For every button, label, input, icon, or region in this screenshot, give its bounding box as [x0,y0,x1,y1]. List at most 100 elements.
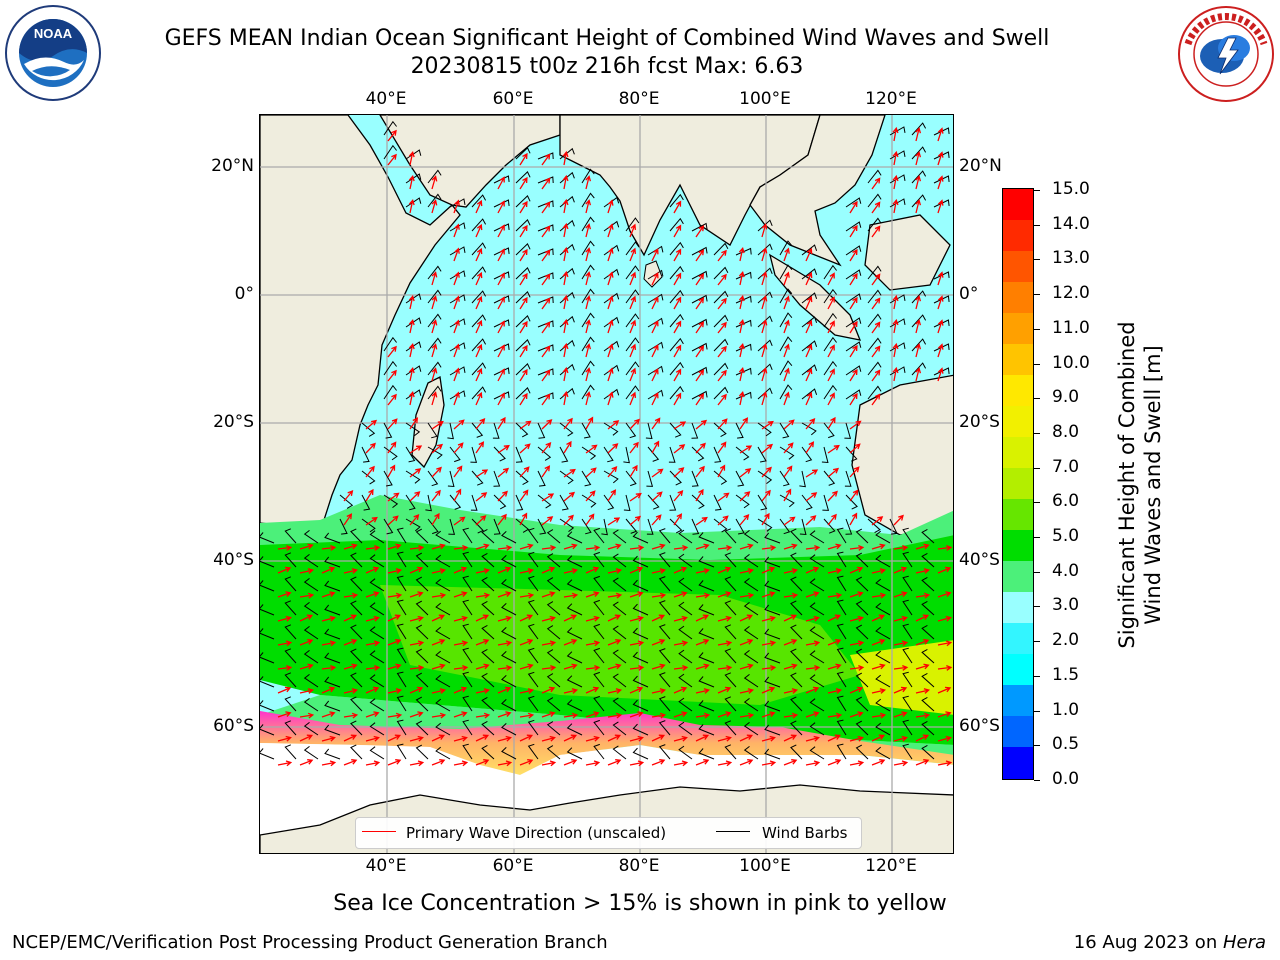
wind-barb [691,342,708,352]
wind-barb [668,446,676,463]
wind-barb [836,647,847,664]
wind-barb [691,318,708,328]
colorbar-tick-mark [1034,780,1040,781]
wind-barb [821,446,829,464]
wave-direction-arrow [387,734,402,742]
wave-direction-arrow [717,735,732,742]
wind-barb [933,295,950,304]
wave-direction-arrow [915,343,922,358]
wind-barb [471,218,487,232]
wind-barb [537,200,554,208]
wave-direction-arrow [277,664,293,671]
wind-barb [449,270,466,280]
land-borneo [864,214,951,291]
wind-barb [779,422,790,439]
wave-direction-arrow [673,248,682,262]
wind-barb [632,723,649,736]
wind-barb [515,195,531,208]
wave-direction-arrow [343,568,359,574]
wind-barb [669,361,684,376]
land-africa [260,115,461,528]
wave-direction-arrow [915,127,922,142]
wind-barb [284,672,297,688]
wind-barb [845,389,862,400]
wave-direction-arrow [497,591,512,598]
wind-barb [801,340,818,352]
wind-barb [537,152,554,160]
wave-direction-arrow [629,591,644,598]
wind-barb [324,700,341,712]
wave-direction-arrow [475,223,483,238]
wind-barb [623,446,630,464]
wind-barb [779,312,793,328]
wave-direction-arrow [739,468,752,478]
wind-barb [658,600,671,616]
wave-direction-arrow [783,543,798,550]
wind-barb [462,719,473,736]
wind-barb [324,556,341,568]
wave-direction-arrow [651,688,667,694]
wave-direction-arrow [673,544,689,551]
wave-direction-arrow [277,615,292,622]
wave-direction-arrow [849,566,864,574]
wind-barb [405,470,421,484]
wind-barb [822,494,830,511]
wave-direction-arrow [629,247,637,262]
wind-barb [867,289,882,304]
wave-direction-arrow [541,516,554,526]
wave-direction-arrow [629,711,644,718]
wave-direction-arrow [783,639,798,646]
wind-barb [435,626,451,640]
wind-barb [713,314,729,328]
wind-barb [581,312,595,328]
wave-direction-arrow [519,248,528,262]
wind-barb [449,366,466,376]
wave-direction-arrow [497,686,512,694]
wave-direction-arrow [321,686,336,694]
wave-direction-arrow [562,174,569,190]
wind-barb [415,600,429,616]
wave-direction-arrow [519,272,528,286]
wind-barb [799,470,806,488]
wind-barb [470,494,478,511]
sea-band-6m [850,640,953,715]
wave-direction-arrow [937,319,944,334]
wave-direction-arrow [585,295,592,310]
wave-direction-arrow [915,663,930,670]
wave-direction-arrow [849,466,860,478]
wave-direction-arrow [761,735,776,742]
wave-direction-arrow [893,544,909,551]
wind-barb [427,361,442,376]
wave-direction-arrow [453,319,460,334]
wave-direction-arrow [299,688,315,694]
wind-barb [713,518,728,533]
wave-direction-arrow [783,568,799,574]
wind-barb [855,672,869,688]
wind-barb [566,579,583,592]
wave-direction-arrow [585,343,592,358]
wind-barb [764,532,781,544]
land-sumatra [768,253,862,341]
wind-barb [559,470,574,485]
wind-barb [383,336,397,352]
wind-barb [601,518,608,536]
map-canvas [260,115,953,853]
wind-barb [537,248,554,256]
wave-direction-arrow [695,369,705,382]
wind-barb [836,671,847,688]
wind-barb [867,313,882,328]
wave-direction-arrow [738,294,745,310]
wave-direction-arrow [519,466,530,478]
wind-barb [260,724,275,736]
wind-barb [933,151,950,160]
wave-direction-arrow [497,735,512,742]
wave-direction-arrow [453,488,462,502]
wind-barb [844,422,852,439]
wave-direction-arrow [387,568,403,574]
wind-barb [678,529,693,544]
wave-direction-arrow [541,297,551,310]
wave-direction-arrow [475,441,485,454]
wave-direction-arrow [629,367,637,382]
wave-direction-arrow [717,640,733,647]
wind-barb [855,600,869,616]
